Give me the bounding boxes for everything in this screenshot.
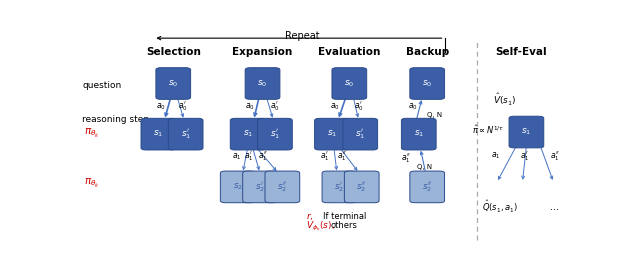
FancyBboxPatch shape <box>509 116 544 148</box>
Text: $a_0'$: $a_0'$ <box>355 100 364 113</box>
FancyBboxPatch shape <box>257 118 292 150</box>
Text: $s_2''$: $s_2''$ <box>277 180 287 194</box>
Text: $\pi_{\theta_k}$: $\pi_{\theta_k}$ <box>84 127 100 140</box>
FancyBboxPatch shape <box>265 171 300 203</box>
Text: $a_1'$: $a_1'$ <box>520 149 529 162</box>
Text: $s_1$: $s_1$ <box>522 127 531 137</box>
Text: $a_1''$: $a_1''$ <box>401 152 412 165</box>
FancyBboxPatch shape <box>401 118 436 150</box>
Text: $\hat{V}(s_1)$: $\hat{V}(s_1)$ <box>493 92 516 109</box>
Text: $a_0$: $a_0$ <box>244 101 255 112</box>
Text: $a_1$: $a_1$ <box>232 151 241 162</box>
Text: $a_1''$: $a_1''$ <box>550 149 560 162</box>
FancyBboxPatch shape <box>410 68 445 99</box>
FancyBboxPatch shape <box>243 171 277 203</box>
Text: $s_2'$: $s_2'$ <box>334 180 344 194</box>
Text: $s_0$: $s_0$ <box>168 78 179 89</box>
Text: $s_1'$: $s_1'$ <box>355 127 365 141</box>
Text: $\hat{Q}(s_1, a_1)$: $\hat{Q}(s_1, a_1)$ <box>482 199 518 215</box>
Text: $s_0$: $s_0$ <box>257 78 268 89</box>
FancyBboxPatch shape <box>315 118 349 150</box>
Text: $a_1''$: $a_1''$ <box>257 150 268 163</box>
FancyBboxPatch shape <box>141 118 176 150</box>
Text: $s_2'$: $s_2'$ <box>255 180 265 194</box>
Text: Repeat: Repeat <box>285 31 319 41</box>
Text: Expansion: Expansion <box>232 47 292 57</box>
Text: $a_1'$: $a_1'$ <box>320 150 330 163</box>
Text: Evaluation: Evaluation <box>318 47 381 57</box>
Text: $a_0$: $a_0$ <box>156 101 166 112</box>
Text: reasoning step: reasoning step <box>83 115 150 124</box>
Text: Q, N: Q, N <box>417 164 432 170</box>
Text: $s_1'$: $s_1'$ <box>180 127 191 141</box>
Text: $s_1'$: $s_1'$ <box>270 127 280 141</box>
Text: $a_0$: $a_0$ <box>330 101 339 112</box>
Text: $r$,: $r$, <box>306 211 313 222</box>
Text: $s_1$: $s_1$ <box>243 129 253 139</box>
Text: Q, N: Q, N <box>427 112 442 118</box>
Text: $a_1''$: $a_1''$ <box>337 150 347 163</box>
Text: $s_2''$: $s_2''$ <box>356 180 367 194</box>
Text: ...: ... <box>550 202 559 212</box>
FancyBboxPatch shape <box>230 118 265 150</box>
Text: $V_{\phi_k}(s)$,: $V_{\phi_k}(s)$, <box>306 219 335 233</box>
FancyBboxPatch shape <box>343 118 378 150</box>
Text: $s_0$: $s_0$ <box>422 78 433 89</box>
FancyBboxPatch shape <box>168 118 203 150</box>
Text: Backup: Backup <box>406 47 449 57</box>
Text: $a_0'$: $a_0'$ <box>269 100 279 113</box>
Text: Self-Eval: Self-Eval <box>495 47 547 57</box>
Text: $s_2''$: $s_2''$ <box>422 180 433 194</box>
Text: $a_0'$: $a_0'$ <box>179 100 188 113</box>
Text: $a_1'$: $a_1'$ <box>244 150 253 163</box>
Text: $s_2$: $s_2$ <box>233 182 243 192</box>
FancyBboxPatch shape <box>344 171 379 203</box>
Text: others: others <box>331 221 358 230</box>
FancyBboxPatch shape <box>322 171 356 203</box>
FancyBboxPatch shape <box>410 171 445 203</box>
Text: $s_1$: $s_1$ <box>413 129 424 139</box>
Text: $s_1$: $s_1$ <box>327 129 337 139</box>
Text: $s_0$: $s_0$ <box>344 78 355 89</box>
Text: Selection: Selection <box>146 47 201 57</box>
Text: $s_1$: $s_1$ <box>153 129 163 139</box>
Text: If terminal: If terminal <box>323 212 367 221</box>
Text: question: question <box>83 81 122 90</box>
Text: $a_0$: $a_0$ <box>408 101 418 112</box>
FancyBboxPatch shape <box>156 68 191 99</box>
Text: $\hat{\pi} \propto N^{1/\tau}$: $\hat{\pi} \propto N^{1/\tau}$ <box>472 124 504 136</box>
Text: $\pi_{\theta_k}$: $\pi_{\theta_k}$ <box>84 177 100 190</box>
FancyBboxPatch shape <box>245 68 280 99</box>
Text: $a_1$: $a_1$ <box>491 150 500 161</box>
FancyBboxPatch shape <box>332 68 367 99</box>
FancyBboxPatch shape <box>220 171 255 203</box>
